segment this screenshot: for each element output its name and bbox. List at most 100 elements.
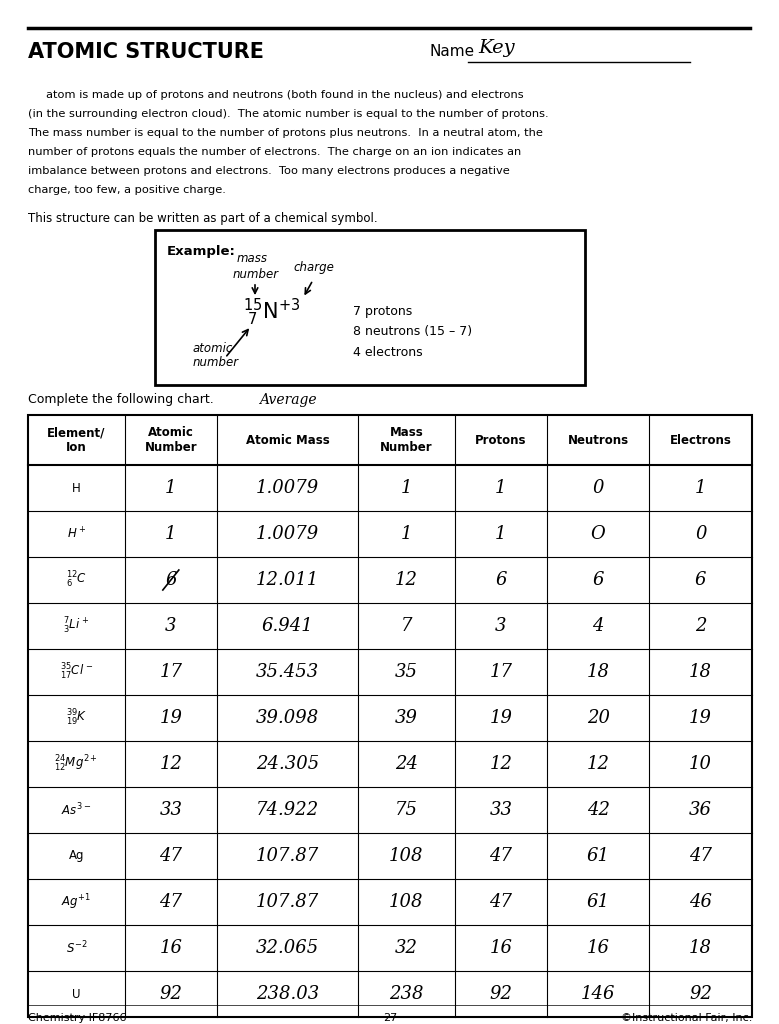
- Text: 1.0079: 1.0079: [256, 525, 319, 543]
- Text: 6: 6: [165, 571, 177, 589]
- Text: Example:: Example:: [167, 246, 236, 258]
- Text: 12: 12: [489, 755, 513, 773]
- Text: 16: 16: [587, 939, 610, 957]
- Text: 32.065: 32.065: [256, 939, 319, 957]
- Text: 18: 18: [689, 663, 712, 681]
- Bar: [155, 230, 585, 385]
- Text: 47: 47: [489, 893, 513, 911]
- Text: O: O: [590, 525, 605, 543]
- Text: 36: 36: [689, 801, 712, 819]
- Text: 35: 35: [395, 663, 418, 681]
- Text: 27: 27: [382, 1013, 397, 1023]
- Text: 12: 12: [587, 755, 610, 773]
- Text: 1.0079: 1.0079: [256, 479, 319, 497]
- Text: atomic: atomic: [193, 341, 234, 354]
- Text: 8 neutrons (15 – 7): 8 neutrons (15 – 7): [353, 326, 472, 339]
- Text: 17: 17: [489, 663, 513, 681]
- Text: 1: 1: [495, 525, 506, 543]
- Text: Electrons: Electrons: [670, 433, 731, 446]
- Text: 19: 19: [689, 709, 712, 727]
- Text: 18: 18: [689, 939, 712, 957]
- Text: mass: mass: [237, 252, 268, 264]
- Text: $H^+$: $H^+$: [67, 526, 86, 542]
- Text: 42: 42: [587, 801, 610, 819]
- Text: 0: 0: [695, 525, 707, 543]
- Text: 1: 1: [695, 479, 707, 497]
- Text: This structure can be written as part of a chemical symbol.: This structure can be written as part of…: [28, 212, 378, 225]
- Text: 4 electrons: 4 electrons: [353, 345, 423, 358]
- Text: 146: 146: [581, 985, 615, 1002]
- Text: ATOMIC STRUCTURE: ATOMIC STRUCTURE: [28, 42, 264, 62]
- Text: 1: 1: [495, 479, 506, 497]
- Text: 108: 108: [390, 893, 424, 911]
- Text: 6: 6: [495, 571, 506, 589]
- Text: number: number: [233, 267, 279, 281]
- Text: $^{24}_{12}Mg^{2+}$: $^{24}_{12}Mg^{2+}$: [55, 754, 98, 774]
- Text: Element/
Ion: Element/ Ion: [48, 426, 106, 454]
- Text: 107.87: 107.87: [256, 847, 319, 865]
- Text: $Ag^{+1}$: $Ag^{+1}$: [62, 892, 91, 911]
- Text: 47: 47: [489, 847, 513, 865]
- Text: 20: 20: [587, 709, 610, 727]
- Text: 92: 92: [160, 985, 182, 1002]
- Text: Chemistry IF8766: Chemistry IF8766: [28, 1013, 126, 1023]
- Text: 92: 92: [689, 985, 712, 1002]
- Text: 19: 19: [160, 709, 182, 727]
- Text: 107.87: 107.87: [256, 893, 319, 911]
- Text: 33: 33: [160, 801, 182, 819]
- Text: Ag: Ag: [69, 850, 84, 862]
- Text: H: H: [72, 481, 81, 495]
- Text: 12: 12: [160, 755, 182, 773]
- Text: 33: 33: [489, 801, 513, 819]
- Text: $S^{-2}$: $S^{-2}$: [65, 940, 87, 956]
- Text: charge, too few, a positive charge.: charge, too few, a positive charge.: [28, 185, 226, 195]
- Text: 3: 3: [165, 617, 177, 635]
- Text: 19: 19: [489, 709, 513, 727]
- Text: 6: 6: [695, 571, 707, 589]
- Text: $^{39}_{19}K$: $^{39}_{19}K$: [65, 708, 87, 728]
- Text: 108: 108: [390, 847, 424, 865]
- Text: Neutrons: Neutrons: [568, 433, 629, 446]
- Text: 7: 7: [400, 617, 412, 635]
- Text: 238.03: 238.03: [256, 985, 319, 1002]
- Text: Name: Name: [430, 44, 475, 59]
- Text: Mass
Number: Mass Number: [380, 426, 432, 454]
- Text: $^{15}_{\ 7}$N$^{+3}$: $^{15}_{\ 7}$N$^{+3}$: [243, 296, 301, 328]
- Text: 1: 1: [165, 525, 177, 543]
- Text: Atomic Mass: Atomic Mass: [245, 433, 330, 446]
- Bar: [28, 415, 752, 1017]
- Text: number of protons equals the number of electrons.  The charge on an ion indicate: number of protons equals the number of e…: [28, 147, 521, 157]
- Text: 2: 2: [695, 617, 707, 635]
- Text: $^7_{3}Li^+$: $^7_{3}Li^+$: [63, 616, 90, 636]
- Text: $^{35}_{17}Cl^-$: $^{35}_{17}Cl^-$: [60, 662, 93, 682]
- Text: 6.941: 6.941: [262, 617, 313, 635]
- Text: ©Instructional Fair, Inc.: ©Instructional Fair, Inc.: [621, 1013, 752, 1023]
- Text: 12: 12: [395, 571, 418, 589]
- Text: Average: Average: [259, 393, 316, 407]
- Text: Atomic
Number: Atomic Number: [145, 426, 197, 454]
- Text: Key: Key: [478, 39, 515, 57]
- Text: 1: 1: [400, 479, 412, 497]
- Text: 46: 46: [689, 893, 712, 911]
- Text: atom is made up of protons and neutrons (both found in the nucleus) and electron: atom is made up of protons and neutrons …: [28, 90, 523, 100]
- Text: 24: 24: [395, 755, 418, 773]
- Text: charge: charge: [293, 261, 334, 274]
- Text: 1: 1: [165, 479, 177, 497]
- Text: 47: 47: [160, 893, 182, 911]
- Text: 4: 4: [592, 617, 604, 635]
- Text: Complete the following chart.: Complete the following chart.: [28, 393, 213, 407]
- Text: $As^{3-}$: $As^{3-}$: [62, 802, 92, 818]
- Text: number: number: [193, 356, 239, 370]
- Text: 74.922: 74.922: [256, 801, 319, 819]
- Text: 238: 238: [390, 985, 424, 1002]
- Text: 39: 39: [395, 709, 418, 727]
- Text: 61: 61: [587, 847, 610, 865]
- Text: 1: 1: [400, 525, 412, 543]
- Text: 24.305: 24.305: [256, 755, 319, 773]
- Text: 6: 6: [592, 571, 604, 589]
- Text: imbalance between protons and electrons.  Too many electrons produces a negative: imbalance between protons and electrons.…: [28, 166, 509, 176]
- Text: 7 protons: 7 protons: [353, 305, 412, 318]
- Text: The mass number is equal to the number of protons plus neutrons.  In a neutral a: The mass number is equal to the number o…: [28, 128, 543, 138]
- Text: (in the surrounding electron cloud).  The atomic number is equal to the number o: (in the surrounding electron cloud). The…: [28, 109, 548, 119]
- Text: 12.011: 12.011: [256, 571, 319, 589]
